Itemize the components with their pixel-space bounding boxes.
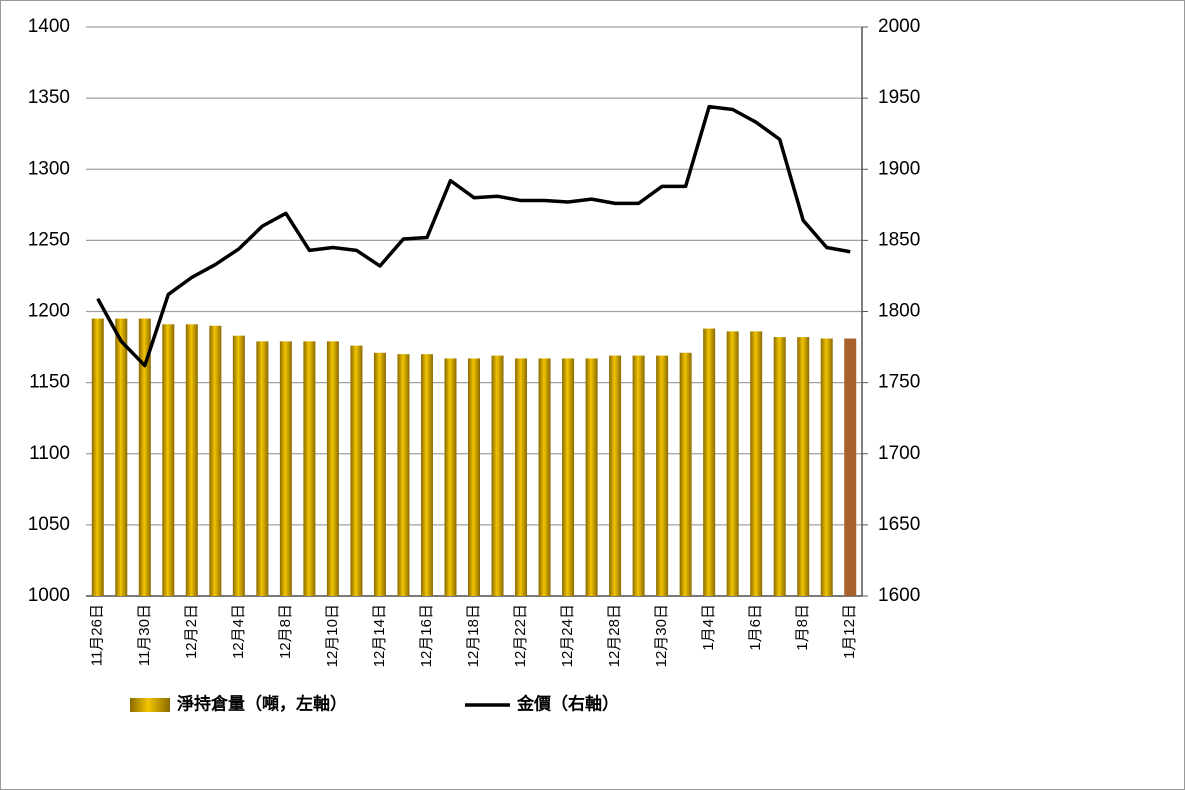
line: [96, 104, 851, 368]
bar: [373, 352, 386, 596]
y-tick-label: 1150: [29, 372, 70, 393]
bar: [773, 337, 786, 596]
y-tick-label: 1050: [28, 514, 70, 535]
y2-tick-label: 1800: [878, 301, 920, 322]
y-tick-label: 1000: [28, 585, 70, 606]
bar: [609, 355, 622, 596]
x-tick-label: 1月4日: [700, 604, 717, 651]
x-tick-label: 1月12日: [841, 604, 858, 659]
y-tick-label: 1400: [28, 16, 70, 37]
bar: [420, 354, 433, 596]
bar: [515, 358, 528, 596]
x-tick-label: 12月28日: [606, 604, 623, 667]
bar: [209, 325, 222, 596]
x-tick-label: 12月24日: [559, 604, 576, 667]
y-tick-label: 1100: [29, 443, 70, 464]
x-tick-label: 1月6日: [747, 604, 764, 651]
bar: [820, 338, 833, 596]
x-tick-label: 12月8日: [277, 604, 294, 659]
bar: [303, 341, 316, 596]
bar: [185, 324, 198, 596]
legend-label: 淨持倉量（噸，左軸）: [177, 693, 347, 713]
y2-tick-label: 1850: [878, 229, 920, 250]
x-tick-label: 11月30日: [136, 604, 153, 666]
bar: [538, 358, 551, 596]
x-tick-label: 12月16日: [418, 604, 435, 667]
bar: [703, 328, 716, 596]
bar: [656, 355, 669, 596]
bar: [844, 338, 857, 596]
bar: [679, 352, 692, 596]
bar: [350, 345, 363, 596]
bar: [232, 335, 245, 596]
bar: [632, 355, 645, 596]
x-tick-label: 11月26日: [89, 604, 106, 666]
bar: [279, 341, 292, 596]
x-tick-label: 12月18日: [465, 604, 482, 667]
bar: [91, 318, 104, 596]
x-tick-label: 1月8日: [794, 604, 811, 651]
bar: [326, 341, 339, 596]
y-tick-label: 1200: [28, 301, 70, 322]
y2-tick-label: 1900: [878, 158, 920, 179]
bar: [138, 318, 151, 596]
y-tick-label: 1300: [28, 158, 70, 179]
x-tick-label: 12月10日: [324, 604, 341, 667]
y-tick-label: 1350: [28, 87, 70, 108]
bar: [256, 341, 269, 596]
y2-tick-label: 1600: [878, 585, 920, 606]
legend-label: 金價（右軸）: [516, 693, 619, 713]
y2-tick-label: 1650: [878, 514, 920, 535]
bar: [562, 358, 575, 596]
bar: [585, 358, 598, 596]
y2-tick-label: 1750: [878, 372, 920, 393]
bar: [162, 324, 175, 596]
legend-swatch: [130, 698, 170, 712]
bar: [115, 318, 128, 596]
x-tick-label: 12月22日: [512, 604, 529, 667]
y2-tick-label: 2000: [878, 16, 920, 37]
x-tick-label: 12月4日: [230, 604, 247, 659]
bar: [397, 354, 410, 596]
bar: [468, 358, 480, 596]
y2-tick-label: 1700: [878, 443, 920, 464]
y2-tick-label: 1950: [878, 87, 920, 108]
bar: [491, 355, 504, 596]
x-tick-label: 12月14日: [371, 604, 388, 667]
y-tick-label: 1250: [28, 229, 70, 250]
x-tick-label: 12月2日: [183, 604, 200, 659]
bar: [444, 358, 457, 596]
x-tick-label: 12月30日: [653, 604, 670, 667]
bar: [750, 331, 763, 596]
bar: [726, 331, 739, 596]
bar: [797, 337, 810, 596]
